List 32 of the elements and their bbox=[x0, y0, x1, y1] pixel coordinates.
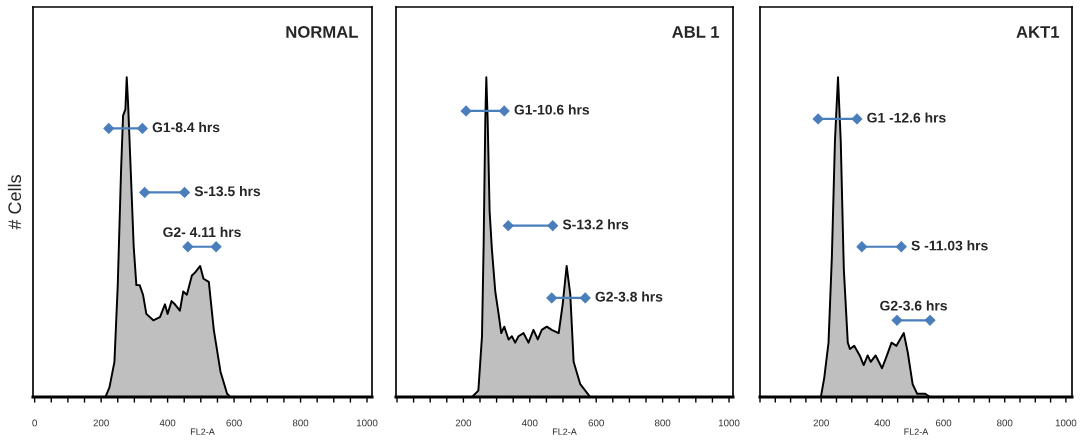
chart-title: NORMAL bbox=[286, 26, 358, 38]
x-tick-label: 400 bbox=[521, 419, 538, 427]
x-tick-label: 1000 bbox=[356, 419, 378, 427]
series-label: S-13.5 hrs bbox=[194, 185, 261, 197]
series-label: S-13.2 hrs bbox=[562, 219, 629, 230]
x-tick-label: 1000 bbox=[718, 419, 740, 427]
series-label: G1 -12.6 hrs bbox=[867, 112, 946, 123]
x-tick-label: 800 bbox=[997, 419, 1013, 427]
x-tick-label: 600 bbox=[226, 419, 242, 427]
y-axis-title: # Cells bbox=[7, 175, 22, 230]
x-tick-label: 800 bbox=[292, 419, 309, 427]
series-label: G2-3.8 hrs bbox=[595, 291, 663, 302]
x-tick-label: 400 bbox=[874, 419, 891, 427]
x-tick-label: 0 bbox=[32, 419, 37, 427]
x-axis-title: FL2-A bbox=[552, 428, 577, 435]
chart-title: ABL 1 bbox=[672, 26, 720, 38]
x-tick-label: 200 bbox=[93, 419, 109, 427]
chart-title: AKT1 bbox=[1016, 26, 1060, 38]
x-tick-label: 600 bbox=[935, 419, 952, 427]
x-axis-title: FL2-A bbox=[904, 428, 929, 435]
x-axis-title: FL2-A bbox=[190, 428, 215, 435]
series-label: S -11.03 hrs bbox=[911, 240, 988, 251]
series-label: G2- 4.11 hrs bbox=[163, 226, 241, 238]
x-tick-label: 200 bbox=[455, 419, 472, 427]
x-tick-label: 600 bbox=[588, 419, 604, 427]
x-tick-label: 1000 bbox=[1055, 419, 1077, 427]
series-label: G1-10.6 hrs bbox=[514, 104, 590, 115]
x-tick-label: 400 bbox=[159, 419, 176, 427]
series-label: G1-8.4 hrs bbox=[152, 122, 220, 133]
x-tick-label: 800 bbox=[654, 419, 671, 427]
series-label: G2-3.6 hrs bbox=[880, 300, 947, 311]
x-tick-label: 200 bbox=[813, 419, 829, 427]
